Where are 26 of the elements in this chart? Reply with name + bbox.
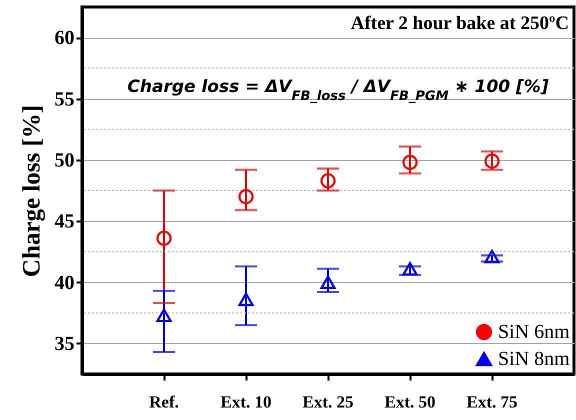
y-tick-label: 45	[54, 210, 74, 233]
legend-label: SiN 6nm	[498, 321, 570, 343]
point	[484, 250, 500, 264]
annotation: Charge loss = ΔV$_{FB_loss}$ / ΔV$_{FB_PGM}$ ∗ 100 [%]	[127, 77, 549, 104]
point	[320, 173, 336, 188]
y-tick-label: 50	[54, 149, 74, 172]
point	[156, 308, 172, 322]
point	[238, 292, 254, 306]
y-tick-label: 35	[54, 332, 74, 355]
y-tick-label: 40	[54, 272, 74, 294]
y-tick-label: 55	[54, 88, 74, 110]
point	[320, 276, 336, 289]
point	[402, 154, 418, 170]
point	[484, 154, 500, 169]
point	[402, 262, 418, 276]
y-axis-title: Charge loss [%]	[18, 104, 46, 278]
x-tick-label: Ref.	[149, 392, 179, 412]
y-tick-label: 60	[54, 27, 74, 50]
x-tick-label: Ext. 25	[302, 392, 354, 412]
x-tick-label: Ext. 75	[466, 392, 518, 412]
x-tick-label: Ext. 10	[220, 392, 272, 412]
annotation: After 2 hour bake at 250ºC	[350, 13, 569, 34]
point	[238, 189, 254, 204]
legend-label: SiN 8nm	[498, 348, 570, 370]
x-tick-label: Ext. 50	[384, 392, 436, 412]
point	[156, 230, 172, 246]
